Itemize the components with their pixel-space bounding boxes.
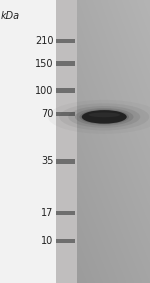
Bar [56, 39, 75, 43]
Bar [0, 0, 57, 283]
Text: 10: 10 [41, 236, 53, 246]
Text: 70: 70 [41, 109, 53, 119]
Bar [56, 211, 75, 215]
Ellipse shape [82, 110, 127, 124]
Ellipse shape [80, 110, 129, 124]
Bar [56, 88, 75, 93]
Ellipse shape [75, 108, 134, 126]
Ellipse shape [68, 106, 140, 128]
Text: 210: 210 [35, 36, 53, 46]
Bar [56, 61, 75, 66]
Text: 100: 100 [35, 85, 53, 96]
Bar [56, 0, 76, 283]
Ellipse shape [88, 112, 120, 117]
Text: 35: 35 [41, 156, 53, 166]
Bar [56, 112, 75, 116]
Bar [56, 239, 75, 243]
Text: 17: 17 [41, 208, 53, 218]
Bar [56, 159, 75, 164]
Text: 150: 150 [35, 59, 53, 69]
Ellipse shape [59, 103, 149, 130]
Text: kDa: kDa [1, 10, 20, 21]
